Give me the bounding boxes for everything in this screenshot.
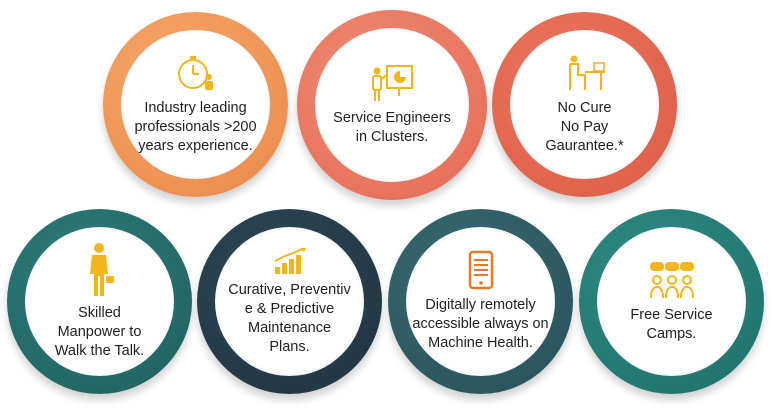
growth-chart-icon xyxy=(274,247,306,274)
badge-service-camps: Free Service Camps. xyxy=(579,209,764,394)
badge-manpower: Skilled Manpower to Walk the Talk. xyxy=(7,209,192,394)
badge-inner: Service Engineers in Clusters. xyxy=(315,28,469,182)
badge-inner: Skilled Manpower to Walk the Talk. xyxy=(25,227,174,376)
group-chat-icon xyxy=(649,261,694,298)
badge-label: Digitally remotely accessible always on … xyxy=(412,297,549,351)
badge-label: Industry leading professionals >200 year… xyxy=(134,100,257,154)
badge-guarantee: No Cure No Pay Gaurantee.* xyxy=(492,12,677,197)
businessman-icon xyxy=(89,243,114,296)
badge-label: Skilled Manpower to Walk the Talk. xyxy=(54,305,145,359)
desk-worker-icon xyxy=(568,55,605,90)
badge-experience: Industry leading professionals >200 year… xyxy=(103,12,288,197)
presenter-chart-icon xyxy=(372,65,413,101)
clock-person-icon xyxy=(177,56,213,90)
badge-inner: Free Service Camps. xyxy=(597,227,746,376)
badge-inner: No Cure No Pay Gaurantee.* xyxy=(510,30,659,179)
badge-inner: Industry leading professionals >200 year… xyxy=(121,30,270,179)
badge-inner: Digitally remotely accessible always on … xyxy=(406,227,555,376)
badge-digital: Digitally remotely accessible always on … xyxy=(388,209,573,394)
badge-label: Service Engineers in Clusters. xyxy=(333,110,451,145)
badge-label: Free Service Camps. xyxy=(630,306,713,342)
badge-label: Curative, Preventiv e & Predictive Maint… xyxy=(228,281,351,355)
smartphone-icon xyxy=(468,250,493,290)
badge-label: No Cure No Pay Gaurantee.* xyxy=(545,100,624,154)
badge-maintenance: Curative, Preventiv e & Predictive Maint… xyxy=(197,209,382,394)
badge-inner: Curative, Preventiv e & Predictive Maint… xyxy=(215,227,364,376)
badge-engineers: Service Engineers in Clusters. xyxy=(297,10,487,200)
